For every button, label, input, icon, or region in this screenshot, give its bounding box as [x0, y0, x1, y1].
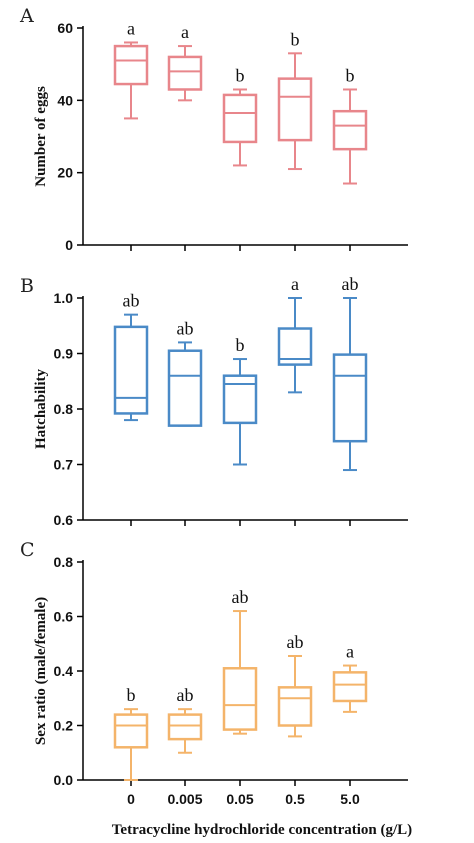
panel-a: A 0 20 40 60 Number of eggs a a b b b — [19, 5, 408, 253]
significance-letter: b — [236, 65, 245, 85]
iqr-box — [277, 77, 313, 142]
significance-letter: b — [291, 29, 300, 49]
box-0.5: b — [277, 29, 313, 171]
x-tick-label: 0 — [127, 791, 135, 807]
box-0.5: ab — [277, 632, 313, 738]
significance-letter: b — [127, 685, 136, 705]
significance-letter: ab — [287, 632, 304, 652]
iqr-box — [222, 667, 258, 731]
iqr-box — [167, 349, 203, 427]
significance-letter: b — [236, 335, 245, 355]
box-0.005: ab — [167, 685, 203, 754]
y-tick-label: 0.8 — [54, 554, 74, 570]
iqr-box — [167, 55, 203, 91]
box-0.05: b — [222, 335, 258, 466]
box-0.005: a — [167, 22, 203, 102]
significance-letter: a — [127, 18, 135, 38]
y-tick-label: 0.6 — [54, 609, 74, 625]
y-tick-label: 0.7 — [54, 457, 74, 473]
y-axis-title: Sex ratio (male/female) — [33, 597, 49, 745]
box-0.05: b — [222, 65, 258, 167]
y-tick-label: 0.2 — [54, 718, 74, 734]
significance-letter: ab — [342, 274, 359, 294]
box-0.005: ab — [167, 318, 203, 427]
iqr-box — [332, 353, 368, 443]
y-tick-label: 0 — [65, 237, 73, 253]
y-tick-label: 60 — [57, 20, 73, 36]
iqr-box — [113, 325, 149, 415]
significance-letter: a — [291, 274, 299, 294]
significance-letter: a — [346, 642, 354, 662]
x-tick-label: 0.5 — [285, 791, 305, 807]
box-5.0: ab — [332, 274, 368, 472]
iqr-box — [277, 686, 313, 727]
box-5.0: a — [332, 642, 368, 713]
box-0: ab — [113, 291, 149, 422]
iqr-box — [222, 374, 258, 425]
iqr-box — [167, 713, 203, 741]
panel-letter: A — [19, 5, 34, 27]
x-tick-label: 0.05 — [226, 791, 253, 807]
panel-letter: C — [20, 539, 35, 561]
iqr-box — [332, 109, 368, 151]
box-0.5: a — [277, 274, 313, 394]
significance-letter: ab — [177, 685, 194, 705]
iqr-box — [332, 671, 368, 703]
y-tick-label: 20 — [57, 165, 73, 181]
iqr-box — [113, 44, 149, 86]
x-tick-label: 0.005 — [167, 791, 202, 807]
y-axis-title: Hatchability — [33, 369, 49, 450]
panel-letter: B — [20, 275, 34, 297]
y-tick-label: 0.8 — [54, 401, 74, 417]
y-tick-label: 40 — [57, 92, 73, 108]
significance-letter: a — [181, 22, 189, 42]
iqr-box — [113, 713, 149, 749]
panel-c: C 0.0 0.2 0.4 0.6 0.8 0 0.005 0.05 0.5 5.0 Sex rati… — [20, 539, 408, 807]
significance-letter: b — [346, 65, 355, 85]
y-tick-label: 0.0 — [54, 772, 74, 788]
y-axis-title: Number of eggs — [33, 86, 49, 187]
significance-letter: ab — [177, 318, 194, 338]
panel-b: B 0.6 0.7 0.8 0.9 1.0 Hatchability ab ab b a ab — [20, 274, 408, 528]
significance-letter: ab — [232, 587, 249, 607]
box-0: a — [113, 18, 149, 120]
y-tick-label: 0.6 — [54, 512, 74, 528]
x-axis-title: Tetracycline hydrochloride concentration… — [112, 822, 412, 838]
y-tick-label: 0.9 — [54, 346, 74, 362]
box-0: b — [113, 685, 149, 781]
y-tick-label: 0.4 — [54, 663, 74, 679]
box-5.0: b — [332, 65, 368, 185]
iqr-box — [222, 93, 258, 144]
box-0.05: ab — [222, 587, 258, 735]
x-tick-label: 5.0 — [340, 791, 360, 807]
significance-letter: ab — [123, 291, 140, 311]
y-tick-label: 1.0 — [54, 290, 74, 306]
